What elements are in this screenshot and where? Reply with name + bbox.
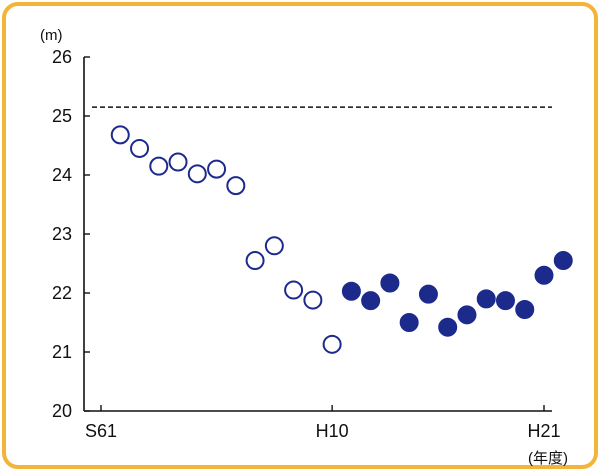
open-data-point [266, 237, 283, 254]
y-tick-label: 25 [52, 106, 72, 126]
filled-data-point [516, 301, 533, 318]
y-tick-label: 24 [52, 165, 72, 185]
filled-data-point [343, 283, 360, 300]
y-tick-label: 21 [52, 342, 72, 362]
x-tick-label: H21 [527, 421, 560, 441]
filled-data-point [401, 314, 418, 331]
chart-border [4, 4, 596, 467]
filled-data-point [458, 306, 475, 323]
open-data-point [131, 140, 148, 157]
filled-data-point [555, 252, 572, 269]
open-data-point [324, 336, 341, 353]
filled-data-point [362, 292, 379, 309]
y-axis-unit-label: (m) [40, 27, 63, 44]
open-data-point [150, 158, 167, 175]
y-tick-label: 26 [52, 47, 72, 67]
open-data-point [285, 282, 302, 299]
x-axis-unit-label: (年度) [528, 450, 568, 467]
filled-data-point [536, 267, 553, 284]
filled-data-point [381, 274, 398, 291]
open-data-point [304, 292, 321, 309]
open-data-point [112, 126, 129, 143]
open-data-point [247, 252, 264, 269]
filled-data-point [497, 292, 514, 309]
y-tick-label: 23 [52, 224, 72, 244]
filled-data-point [439, 319, 456, 336]
open-data-point [227, 177, 244, 194]
y-tick-label: 22 [52, 283, 72, 303]
filled-data-point [420, 286, 437, 303]
y-tick-label: 20 [52, 401, 72, 421]
open-data-point [170, 154, 187, 171]
open-data-point [189, 165, 206, 182]
x-tick-label: H10 [316, 421, 349, 441]
x-tick-label: S61 [85, 421, 117, 441]
filled-data-point [478, 290, 495, 307]
open-data-point [208, 161, 225, 178]
